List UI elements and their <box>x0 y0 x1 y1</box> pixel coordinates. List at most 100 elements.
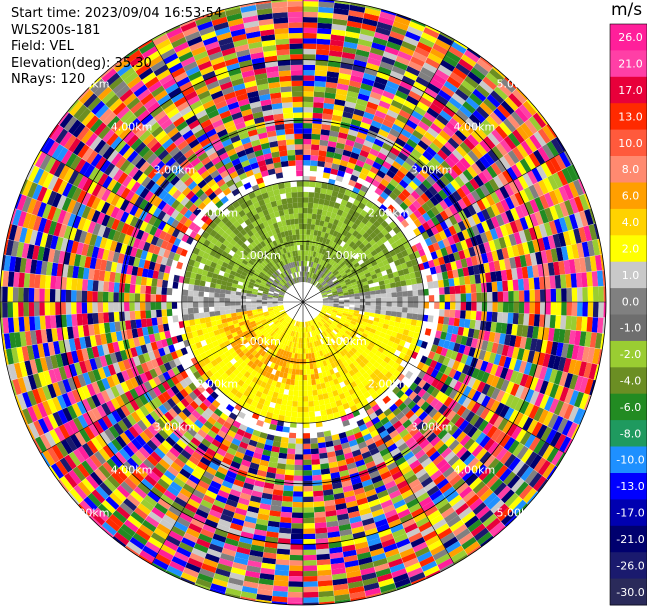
velocity-bin <box>365 375 374 384</box>
velocity-bin <box>512 460 525 475</box>
velocity-bin <box>345 500 358 509</box>
velocity-bin <box>575 316 583 331</box>
velocity-bin <box>318 320 324 326</box>
velocity-bin <box>534 302 541 315</box>
velocity-bin <box>533 364 543 379</box>
velocity-bin <box>354 350 362 358</box>
velocity-bin <box>394 438 406 448</box>
velocity-bin <box>23 316 31 332</box>
velocity-bin <box>358 423 368 432</box>
velocity-bin <box>578 409 586 425</box>
velocity-bin <box>365 302 371 306</box>
velocity-bin <box>313 318 317 324</box>
velocity-bin <box>533 314 540 327</box>
velocity-bin <box>342 402 350 410</box>
velocity-bin <box>369 312 376 318</box>
velocity-bin <box>272 440 281 448</box>
velocity-bin <box>573 360 582 376</box>
velocity-bin <box>423 302 429 309</box>
velocity-bin <box>555 452 566 467</box>
velocity-bin <box>315 527 328 534</box>
velocity-bin <box>380 470 392 480</box>
velocity-bin <box>364 587 381 597</box>
velocity-bin <box>261 299 268 302</box>
velocity-bin <box>333 583 349 591</box>
velocity-bin <box>403 396 413 406</box>
velocity-bin <box>129 284 136 294</box>
velocity-bin <box>298 327 301 333</box>
velocity-bin <box>507 312 514 324</box>
velocity-bin <box>437 527 453 540</box>
velocity-bin <box>370 547 385 557</box>
velocity-bin <box>44 302 51 316</box>
velocity-bin <box>311 133 321 140</box>
velocity-bin <box>243 182 252 190</box>
velocity-bin <box>409 324 416 332</box>
velocity-bin <box>362 318 369 323</box>
velocity-bin <box>418 411 429 421</box>
velocity-bin <box>303 539 316 545</box>
velocity-bin <box>257 437 267 445</box>
velocity-bin <box>490 321 497 333</box>
velocity-bin <box>485 517 501 532</box>
velocity-bin <box>303 337 306 344</box>
velocity-bin <box>409 572 426 583</box>
velocity-bin <box>519 387 530 401</box>
velocity-bin <box>403 469 415 480</box>
velocity-bin <box>456 362 466 373</box>
velocity-bin <box>273 435 282 443</box>
velocity-bin <box>558 402 570 418</box>
velocity-bin <box>500 379 510 392</box>
velocity-bin <box>214 306 220 312</box>
velocity-bin <box>433 425 444 436</box>
velocity-bin <box>276 468 286 475</box>
velocity-bin <box>76 313 83 326</box>
velocity-bin <box>251 299 257 302</box>
velocity-bin <box>383 543 398 553</box>
velocity-bin <box>462 327 470 337</box>
velocity-bin <box>347 314 353 318</box>
velocity-bin <box>161 309 168 317</box>
velocity-bin <box>44 275 52 289</box>
velocity-bin <box>86 302 93 314</box>
velocity-bin <box>307 390 313 397</box>
velocity-bin <box>355 357 363 365</box>
velocity-bin <box>311 458 320 465</box>
velocity-bin <box>592 348 601 365</box>
velocity-bin <box>347 335 354 342</box>
velocity-bin <box>278 414 285 422</box>
velocity-bin <box>303 359 307 365</box>
velocity-bin <box>400 384 410 394</box>
velocity-bin <box>348 439 358 447</box>
velocity-bin <box>342 348 349 355</box>
velocity-bin <box>382 323 389 330</box>
velocity-bin <box>460 408 471 420</box>
velocity-bin <box>365 354 373 362</box>
velocity-bin <box>293 491 303 497</box>
velocity-bin <box>363 484 375 493</box>
velocity-bin <box>288 17 303 23</box>
velocity-bin <box>394 321 401 328</box>
velocity-bin <box>495 447 508 462</box>
velocity-bin <box>310 448 319 455</box>
velocity-bin <box>306 358 310 365</box>
velocity-bin <box>342 367 349 375</box>
velocity-bin <box>360 512 374 521</box>
velocity-bin <box>465 302 472 311</box>
velocity-bin <box>228 527 242 537</box>
velocity-bin <box>274 386 280 393</box>
velocity-bin <box>214 310 221 316</box>
velocity-bin <box>334 383 342 390</box>
velocity-bin <box>261 302 268 305</box>
velocity-bin <box>328 536 341 544</box>
velocity-bin <box>224 302 231 307</box>
velocity-bin <box>445 490 459 503</box>
velocity-bin <box>283 112 294 119</box>
velocity-bin <box>291 352 295 359</box>
velocity-bin <box>488 412 500 426</box>
velocity-bin <box>244 449 255 458</box>
velocity-bin <box>494 402 505 416</box>
velocity-bin <box>400 334 408 342</box>
velocity-bin <box>349 591 366 600</box>
velocity-bin <box>476 302 482 312</box>
